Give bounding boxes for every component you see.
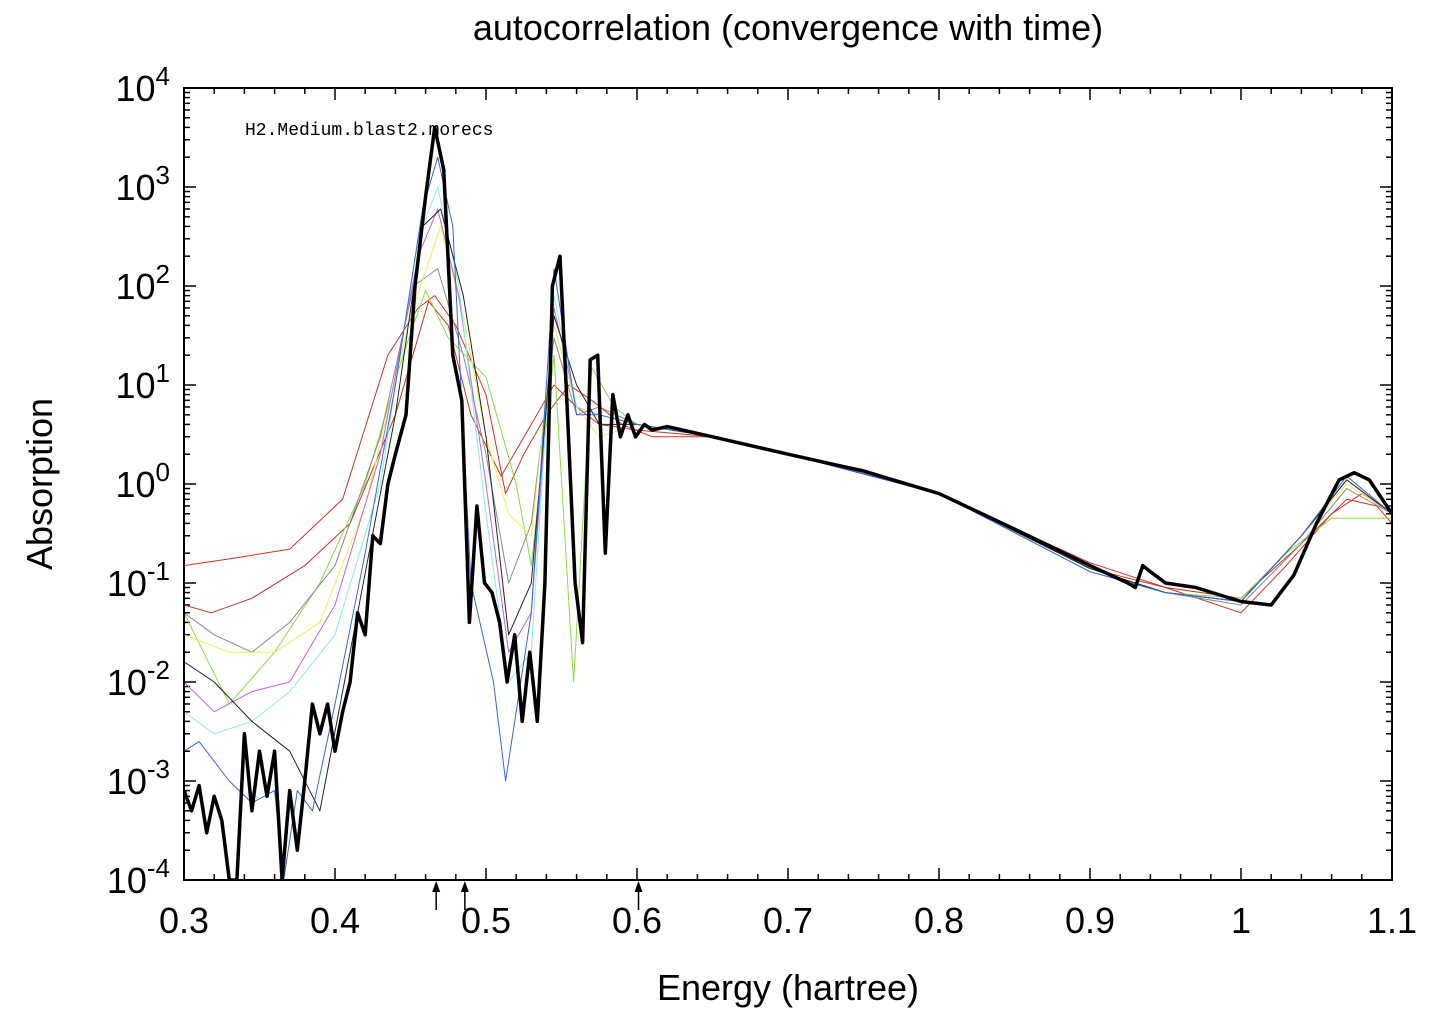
series-line-7 (184, 186, 1392, 735)
x-tick-label: 0.9 (1065, 900, 1115, 941)
y-tick-label: 102 (115, 259, 170, 307)
arrow-marker-head (634, 881, 643, 892)
y-tick-labels: 10-4 10-3 10-2 10-1 100 101 102 103 104 (107, 61, 170, 901)
y-tick-label: 10-2 (107, 655, 170, 703)
x-tick-label: 0.5 (461, 900, 511, 941)
series-layer (184, 125, 1392, 880)
y-tick-label: 100 (115, 457, 170, 505)
chart-title: autocorrelation (convergence with time) (473, 7, 1103, 48)
series-line-5 (184, 225, 1392, 653)
x-tick-label: 0.6 (612, 900, 662, 941)
series-line-9 (184, 156, 1392, 880)
x-tick-label: 1.1 (1367, 900, 1417, 941)
x-tick-label: 0.4 (310, 900, 360, 941)
y-tick-label: 10-3 (107, 754, 170, 802)
x-tick-label: 0.3 (159, 900, 209, 941)
series-annotation: H2.Medium.blast2.morecs (245, 121, 493, 141)
x-tick-label: 1 (1231, 900, 1251, 941)
series-line-10 (184, 125, 1392, 880)
y-tick-label: 101 (115, 358, 170, 406)
x-axis-label: Energy (hartree) (657, 967, 919, 1008)
series-line-4 (184, 268, 1392, 653)
plot-frame (183, 87, 1393, 881)
series-line-3 (184, 290, 1392, 705)
series-line-2 (184, 300, 1392, 614)
y-tick-label: 104 (115, 61, 170, 109)
arrow-marker-head (432, 881, 441, 892)
y-tick-label: 103 (115, 160, 170, 208)
y-tick-label: 10-1 (107, 556, 170, 604)
arrow-markers (432, 881, 643, 910)
y-tick-label: 10-4 (107, 853, 170, 901)
x-tick-label: 0.8 (914, 900, 964, 941)
x-tick-label: 0.7 (763, 900, 813, 941)
y-axis-label: Absorption (19, 398, 60, 570)
series-line-8 (184, 208, 1392, 812)
arrow-marker-head (460, 881, 469, 892)
x-tick-labels: 0.3 0.4 0.5 0.6 0.7 0.8 0.9 1 1.1 (159, 900, 1417, 941)
